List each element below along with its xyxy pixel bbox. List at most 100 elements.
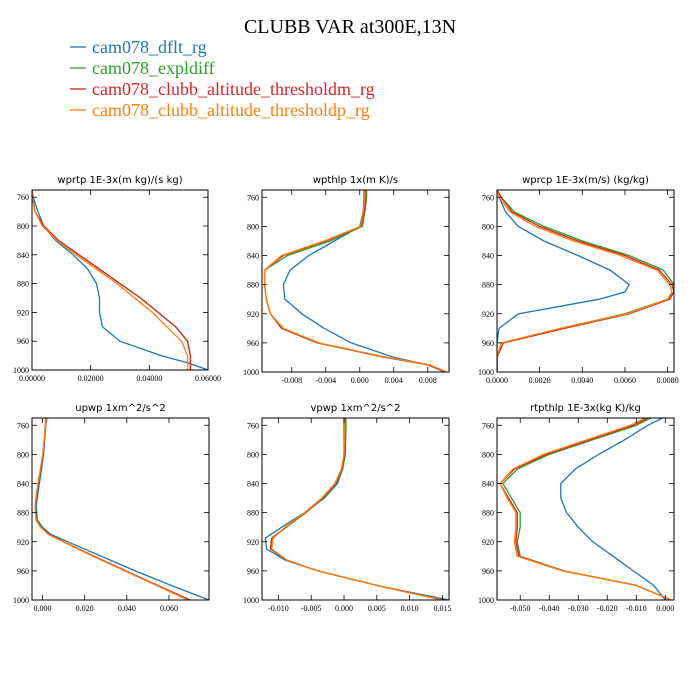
plot-frame [496,417,675,601]
x-tick-label: 0.000 [335,604,353,613]
series-line-clubb-altitude-thresholdp-rg [499,418,672,600]
series-group [34,418,209,600]
x-tick-label: 0.06000 [195,374,221,383]
y-tick-label: 760 [482,421,494,430]
y-tick-label: 880 [482,509,494,518]
x-tick-label: 0.020 [76,604,94,613]
x-tick-label: 0.000 [34,604,52,613]
series-group [264,418,449,600]
panel-3: wprcp 1E-3x(m/s) (kg/kg) 0.0000 0.0020 0.00… [478,175,679,385]
y-tick-label: 920 [17,538,29,547]
series-group [497,190,674,372]
y-tick-label: 760 [482,193,494,202]
plot-frame [31,189,209,371]
y-tick-label: 840 [17,251,29,260]
x-tick-label: 0.04000 [136,374,162,383]
x-tick-label: -0.050 [510,604,531,613]
y-tick-label: 880 [482,281,494,290]
series-line-expldiff [269,418,443,600]
series-line-expldiff [34,418,191,600]
panel-4: upwp 1xm^2/s^2 0.000 0.020 0.040 0.060 760 800… [13,403,210,613]
series-line-clubb-altitude-thresholdm-rg [497,190,674,372]
y-tick-label: 1000 [478,368,494,377]
figure-title: CLUBB VAR at300E,13N [244,16,456,38]
y-tick-label: 960 [247,567,259,576]
y-tick-label: 1000 [13,366,29,375]
x-tick-label: -0.004 [315,376,336,385]
x-tick-label: -0.010 [268,604,289,613]
y-tick-label: 840 [482,480,494,489]
plot-frame [31,417,210,601]
x-tick-label: 0.0000 [486,376,508,385]
y-tick-label: 880 [17,280,29,289]
series-line-clubb-altitude-thresholdm-rg [499,418,672,600]
x-tick-label: -0.005 [301,604,322,613]
y-tick-label: 880 [247,281,259,290]
y-tick-label: 840 [482,252,494,261]
x-tick-label: 0.000 [351,376,369,385]
y-tick-label: 800 [247,450,259,459]
x-tick-label: 0.0080 [657,376,679,385]
x-tick-label: 0.008 [419,376,437,385]
y-tick-label: 760 [247,421,259,430]
x-tick-label: 0.000 [656,604,674,613]
series-line-dflt-rg [560,418,666,600]
x-tick-label: 0.02000 [78,374,104,383]
x-tick-label: 0.0020 [529,376,551,385]
panel-5: vpwp 1xm^2/s^2 -0.010 -0.005 0.000 0.005 0.01… [243,403,451,613]
x-tick-label: 0.010 [401,604,419,613]
legend-label-expldiff: cam078_expldiff [92,58,215,78]
y-tick-label: 840 [247,252,259,261]
x-tick-label: -0.030 [568,604,589,613]
legend-label-thresholdm: cam078_clubb_altitude_thresholdm_rg [92,79,375,99]
series-line-clubb-altitude-thresholdp-rg [34,418,189,600]
panel-title: vpwp 1xm^2/s^2 [310,403,400,414]
y-tick-label: 960 [482,339,494,348]
series-line-dflt-rg [35,418,209,600]
y-tick-label: 760 [17,193,29,202]
legend: cam078_dflt_rg cam078_expldiff cam078_cl… [70,37,375,120]
x-tick-label: -0.008 [281,376,302,385]
y-tick-label: 1000 [243,368,259,377]
series-line-clubb-altitude-thresholdm-rg [34,418,191,600]
plot-frame [496,189,675,373]
x-tick-label: 0.0040 [571,376,593,385]
y-tick-label: 880 [247,509,259,518]
series-line-dflt-rg [264,418,449,600]
series-group [32,190,208,370]
series-group [263,190,447,372]
y-tick-label: 1000 [13,596,29,605]
x-tick-label: -0.020 [597,604,618,613]
panel-title: wpthlp 1x(m K)/s [313,175,398,186]
x-tick-label: -0.040 [539,604,560,613]
y-tick-label: 920 [247,310,259,319]
y-tick-label: 920 [482,310,494,319]
series-group [499,418,672,600]
y-tick-label: 1000 [478,596,494,605]
x-tick-label: 0.004 [385,376,403,385]
y-tick-label: 960 [17,567,29,576]
y-tick-label: 960 [482,567,494,576]
y-tick-label: 1000 [243,596,259,605]
plot-frame [261,189,450,373]
y-tick-label: 800 [482,450,494,459]
series-line-dflt-rg [497,190,631,372]
panels: wprtp 1E-3x(m kg)/(s kg) 0.00000 0.02000 0.… [13,175,679,613]
panel-6: rtpthlp 1E-3x(kg K)/kg -0.050 -0.040 -0.030… [478,403,675,613]
series-line-dflt-rg [32,190,208,370]
y-tick-label: 760 [247,193,259,202]
y-tick-label: 800 [247,222,259,231]
y-tick-label: 800 [17,450,29,459]
x-tick-label: 0.005 [368,604,386,613]
y-tick-label: 960 [17,337,29,346]
legend-label-thresholdp: cam078_clubb_altitude_thresholdp_rg [92,100,370,120]
y-tick-label: 840 [17,480,29,489]
plot-frame [261,417,450,601]
x-tick-label: 0.00000 [19,374,45,383]
y-tick-label: 800 [17,222,29,231]
panel-title: upwp 1xm^2/s^2 [75,403,165,414]
y-tick-label: 760 [17,421,29,430]
y-tick-label: 880 [17,509,29,518]
panel-title: rtpthlp 1E-3x(kg K)/kg [530,403,641,414]
